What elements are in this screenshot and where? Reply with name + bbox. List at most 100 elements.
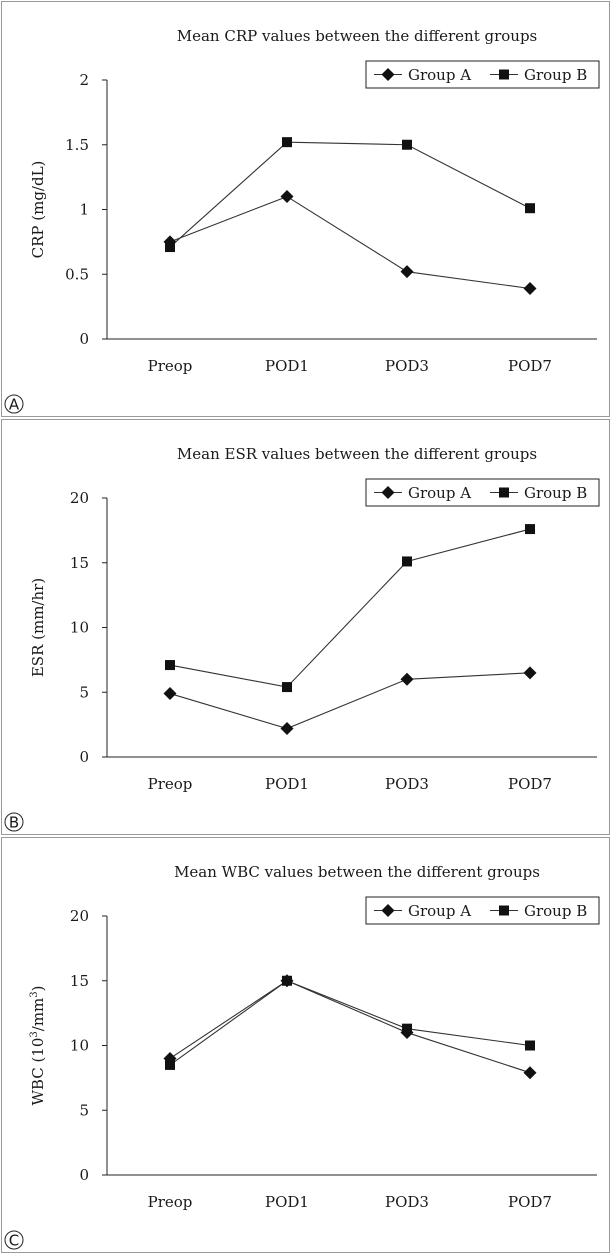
x-tick-label: Preop	[148, 357, 193, 375]
data-point	[165, 242, 175, 253]
legend-box	[365, 896, 600, 925]
data-point	[523, 1066, 537, 1080]
legend-entry-label: Group B	[524, 66, 587, 84]
data-point	[402, 1023, 412, 1034]
x-tick-label: Preop	[148, 775, 193, 793]
y-axis-label-text: WBC (10	[29, 1038, 47, 1106]
chart-title: Mean CRP values between the different gr…	[177, 27, 538, 45]
data-point	[402, 556, 412, 567]
y-axis-label-text: ESR (mm/hr)	[29, 578, 47, 677]
legend-marker	[499, 905, 509, 916]
legend: Group A Group B	[365, 60, 600, 89]
chart-panel-a: Mean CRP values between the different gr…	[1, 1, 610, 417]
chart-title: Mean ESR values between the different gr…	[177, 445, 537, 463]
x-tick-label: POD7	[508, 1193, 552, 1211]
x-tick-label: POD1	[265, 775, 309, 793]
y-axis-label: CRP (mg/dL)	[29, 161, 47, 259]
y-tick-label: 20	[70, 907, 89, 925]
legend-box	[365, 60, 600, 89]
legend-box	[365, 478, 600, 507]
legend-entry-label: Group B	[524, 484, 587, 502]
legend-marker	[381, 486, 395, 499]
series-group-b	[165, 975, 535, 1070]
chart-panel-c: Mean WBC values between the different gr…	[1, 837, 610, 1253]
y-axis-label-end: )	[29, 985, 47, 991]
series-line	[169, 980, 531, 1066]
legend: Group A Group B	[365, 478, 600, 507]
panel-letter-circle	[4, 394, 24, 414]
series-group-a	[163, 190, 537, 295]
x-tick-label: POD7	[508, 775, 552, 793]
y-tick-label: 5	[79, 1101, 89, 1119]
x-tick-label: POD1	[265, 1193, 309, 1211]
legend-entry-label: Group A	[408, 484, 471, 502]
data-point	[280, 722, 294, 736]
series-group-a	[163, 974, 537, 1080]
panel-letter: C	[9, 1232, 19, 1250]
x-tick-label: POD3	[385, 1193, 429, 1211]
data-point	[400, 672, 414, 686]
y-tick-label: 10	[70, 619, 89, 637]
data-point	[282, 137, 292, 148]
series-group-a	[163, 666, 537, 736]
y-tick-label: 5	[79, 683, 89, 701]
x-tick-label: POD3	[385, 357, 429, 375]
chart-title: Mean WBC values between the different gr…	[174, 863, 540, 881]
data-point	[280, 190, 294, 204]
y-axis-label-text: CRP (mg/dL)	[29, 161, 47, 259]
chart-svg: Mean CRP values between the different gr…	[4, 27, 600, 414]
y-tick-label: 20	[70, 489, 89, 507]
y-tick-label: 1.5	[65, 136, 89, 154]
y-tick-label: 2	[79, 71, 89, 89]
series-group-b	[165, 524, 535, 693]
data-point	[523, 666, 537, 680]
series-group-b	[165, 137, 535, 253]
y-axis-label: ESR (mm/hr)	[29, 578, 47, 677]
y-tick-label: 0	[79, 748, 89, 766]
y-axis-label-sup: 3	[29, 1031, 40, 1037]
data-point	[282, 682, 292, 693]
y-tick-label: 10	[70, 1037, 89, 1055]
data-point	[523, 281, 537, 295]
chart-svg: Mean WBC values between the different gr…	[4, 863, 600, 1250]
data-point	[165, 660, 175, 671]
y-tick-label: 15	[70, 554, 89, 572]
chart-panel-b: Mean ESR values between the different gr…	[1, 419, 610, 835]
data-point	[165, 1059, 175, 1070]
data-point	[163, 687, 177, 701]
y-tick-label: 1	[79, 201, 89, 219]
data-point	[282, 975, 292, 986]
data-point	[525, 524, 535, 535]
legend-marker	[381, 904, 395, 917]
series-line	[169, 195, 531, 290]
legend-marker	[499, 487, 509, 498]
legend-entry-label: Group B	[524, 902, 587, 920]
panel-letter: A	[9, 396, 20, 414]
data-point	[400, 265, 414, 279]
panel-letter-circle	[4, 1230, 24, 1250]
chart-svg: Mean ESR values between the different gr…	[4, 445, 600, 832]
data-point	[402, 139, 412, 150]
y-axis-label-sup2: 3	[29, 991, 40, 997]
series-line	[169, 672, 531, 730]
x-tick-label: POD1	[265, 357, 309, 375]
legend-marker	[499, 69, 509, 80]
y-tick-label: 15	[70, 972, 89, 990]
y-tick-label: 0	[79, 1166, 89, 1184]
legend-entry-label: Group A	[408, 902, 471, 920]
y-axis-label-tail: /mm	[29, 998, 47, 1032]
x-tick-label: Preop	[148, 1193, 193, 1211]
x-tick-label: POD7	[508, 357, 552, 375]
panel-letter-circle	[4, 812, 24, 832]
panel-letter: B	[9, 814, 19, 832]
series-line	[169, 528, 531, 688]
data-point	[525, 1040, 535, 1051]
legend-entry-label: Group A	[408, 66, 471, 84]
x-tick-label: POD3	[385, 775, 429, 793]
y-axis-label: WBC (103/mm3)	[29, 985, 47, 1105]
y-tick-label: 0	[79, 330, 89, 348]
legend-marker	[381, 68, 395, 81]
series-line	[169, 980, 531, 1074]
data-point	[525, 203, 535, 214]
legend: Group A Group B	[365, 896, 600, 925]
